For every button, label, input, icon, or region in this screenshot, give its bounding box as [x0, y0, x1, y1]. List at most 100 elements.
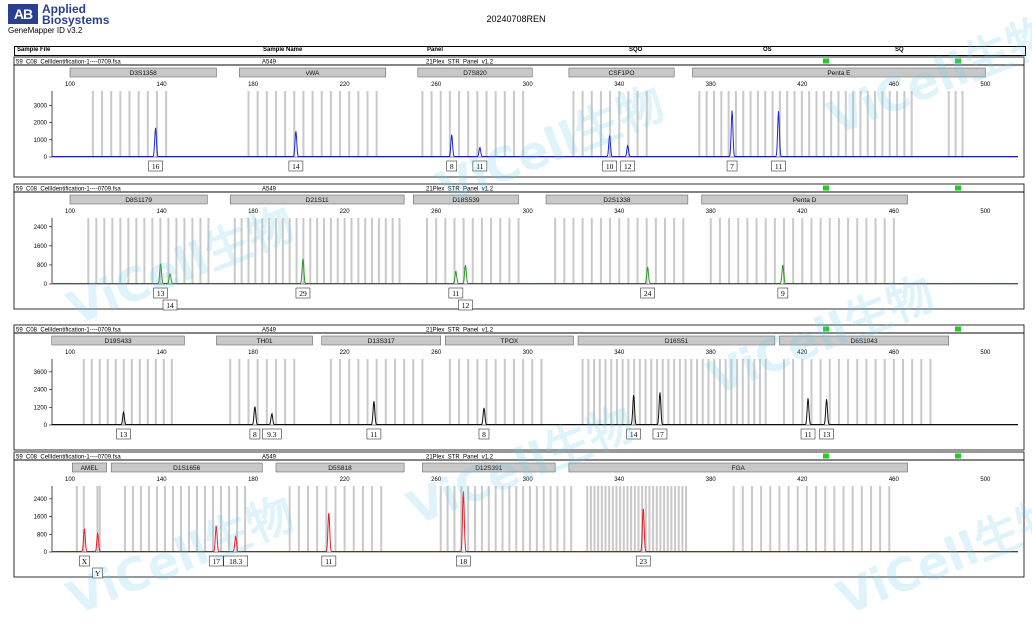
x-tick-label: 220: [340, 209, 351, 215]
panel-2: 59_C08_CellIdentification-1----0709.fsa A…: [13, 183, 1025, 311]
x-tick-label: 100: [65, 477, 76, 483]
allele-call-box: [366, 428, 382, 440]
y-tick-label: 0: [44, 282, 48, 288]
marker-bar: [692, 67, 986, 78]
allele-call-label: Y: [95, 569, 101, 578]
x-tick-label: 380: [706, 350, 717, 356]
x-tick-label: 260: [431, 209, 442, 215]
report-title: 20240708REN: [486, 14, 546, 24]
x-tick-label: 140: [157, 477, 168, 483]
x-tick-label: 180: [248, 477, 259, 483]
marker-bar: [779, 335, 950, 346]
allele-call-label: 9: [781, 289, 785, 298]
marker-bar: [568, 462, 908, 473]
x-tick-label: 260: [431, 82, 442, 88]
panel-4: 59_C08_CellIdentification-1----0709.fsa A…: [13, 451, 1025, 579]
brand-line-2: Biosystems: [42, 13, 110, 27]
marker-label: D16S51: [665, 338, 689, 345]
sample-info-row: [13, 451, 1025, 461]
allele-call-box: [652, 428, 668, 440]
allele-call-box: [446, 160, 458, 172]
x-tick-label: 300: [523, 82, 534, 88]
marker-label: vWA: [306, 70, 320, 77]
x-tick-label: 460: [889, 477, 900, 483]
allele-call-box: [208, 555, 224, 567]
col-panel[interactable]: Panel: [427, 47, 444, 53]
allele-call-label: 13: [823, 430, 831, 439]
x-tick-label: 420: [797, 350, 808, 356]
marker-bar: [110, 462, 263, 473]
allele-call-box: [262, 428, 282, 440]
allele-call-box: [602, 160, 617, 172]
allele-call-label: X: [82, 557, 88, 566]
x-tick-label: 260: [431, 350, 442, 356]
y-tick-label: 3000: [34, 103, 48, 109]
allele-call-box: [620, 160, 635, 172]
allele-call-box: [223, 555, 248, 567]
marker-label: D21S11: [306, 197, 329, 204]
marker-bar: [577, 335, 776, 346]
col-sample-name[interactable]: Sample Name: [263, 47, 303, 53]
panel-3: 59_C08_CellIdentification-1----0709.fsa A…: [13, 324, 1025, 451]
status-sq-icon: [955, 58, 961, 64]
marker-label: FGA: [732, 465, 746, 472]
allele-call-label: 17: [656, 430, 664, 439]
marker-label: AMEL: [81, 465, 99, 472]
sample-file: 59_C08_CellIdentification-1----0709.fsa: [16, 187, 121, 193]
x-tick-label: 180: [248, 350, 259, 356]
sample-name: A549: [262, 328, 277, 334]
allele-call-label: 29: [299, 289, 307, 298]
x-tick-label: 300: [523, 209, 534, 215]
sample-info-row: [13, 324, 1025, 334]
allele-call-label: 14: [166, 301, 174, 310]
marker-label: D8S1179: [125, 197, 152, 204]
ab-logo-icon: AB: [8, 4, 38, 24]
panel-frame: [13, 459, 1025, 578]
trace-black: [51, 392, 1018, 425]
sample-name: A549: [262, 455, 277, 461]
col-os[interactable]: OS: [763, 47, 772, 53]
allele-call-label: 13: [157, 289, 165, 298]
applied-biosystems-logo: AB Applied Biosystems: [8, 3, 128, 38]
x-tick-label: 340: [614, 350, 625, 356]
marker-label: D6S1043: [851, 338, 878, 345]
col-sqo[interactable]: SQO: [629, 47, 643, 53]
allele-call-label: 11: [775, 162, 782, 171]
allele-call-box: [448, 287, 464, 299]
allele-call-box: [626, 428, 641, 440]
col-sample-file[interactable]: Sample File: [17, 47, 51, 53]
col-sq[interactable]: SQ: [895, 47, 904, 53]
y-tick-label: 2400: [34, 388, 48, 394]
x-tick-label: 300: [523, 350, 534, 356]
marker-bar: [69, 67, 217, 78]
allele-call-box: [458, 299, 473, 311]
allele-call-label: 23: [640, 557, 648, 566]
marker-label: CSF1PO: [609, 70, 635, 77]
x-tick-label: 340: [614, 82, 625, 88]
x-tick-label: 100: [65, 350, 76, 356]
x-tick-label: 220: [340, 477, 351, 483]
marker-bar: [216, 335, 313, 346]
x-tick-label: 300: [523, 477, 534, 483]
y-tick-label: 1200: [34, 405, 48, 411]
app-version: GeneMapper ID v3.2: [8, 26, 83, 35]
allele-call-box: [472, 160, 488, 172]
y-tick-label: 2000: [34, 121, 48, 127]
allele-call-label: 12: [624, 162, 632, 171]
allele-call-box: [288, 160, 304, 172]
panel-name: 21Plex_STR_Panel_v1.2: [426, 328, 494, 334]
marker-label: D5S818: [328, 465, 352, 472]
x-tick-label: 140: [157, 209, 168, 215]
allele-call-label: 11: [325, 557, 332, 566]
marker-bar: [445, 335, 574, 346]
marker-label: D1S1656: [173, 465, 200, 472]
panel-name: 21Plex_STR_Panel_v1.2: [426, 455, 494, 461]
x-tick-label: 500: [980, 350, 991, 356]
y-tick-label: 1600: [34, 515, 48, 521]
y-tick-label: 0: [44, 550, 48, 556]
allele-call-box: [249, 428, 261, 440]
allele-call-label: 8: [253, 430, 257, 439]
allele-call-label: 9.3: [267, 430, 277, 439]
y-tick-label: 2400: [34, 225, 48, 231]
y-tick-label: 0: [44, 423, 48, 429]
